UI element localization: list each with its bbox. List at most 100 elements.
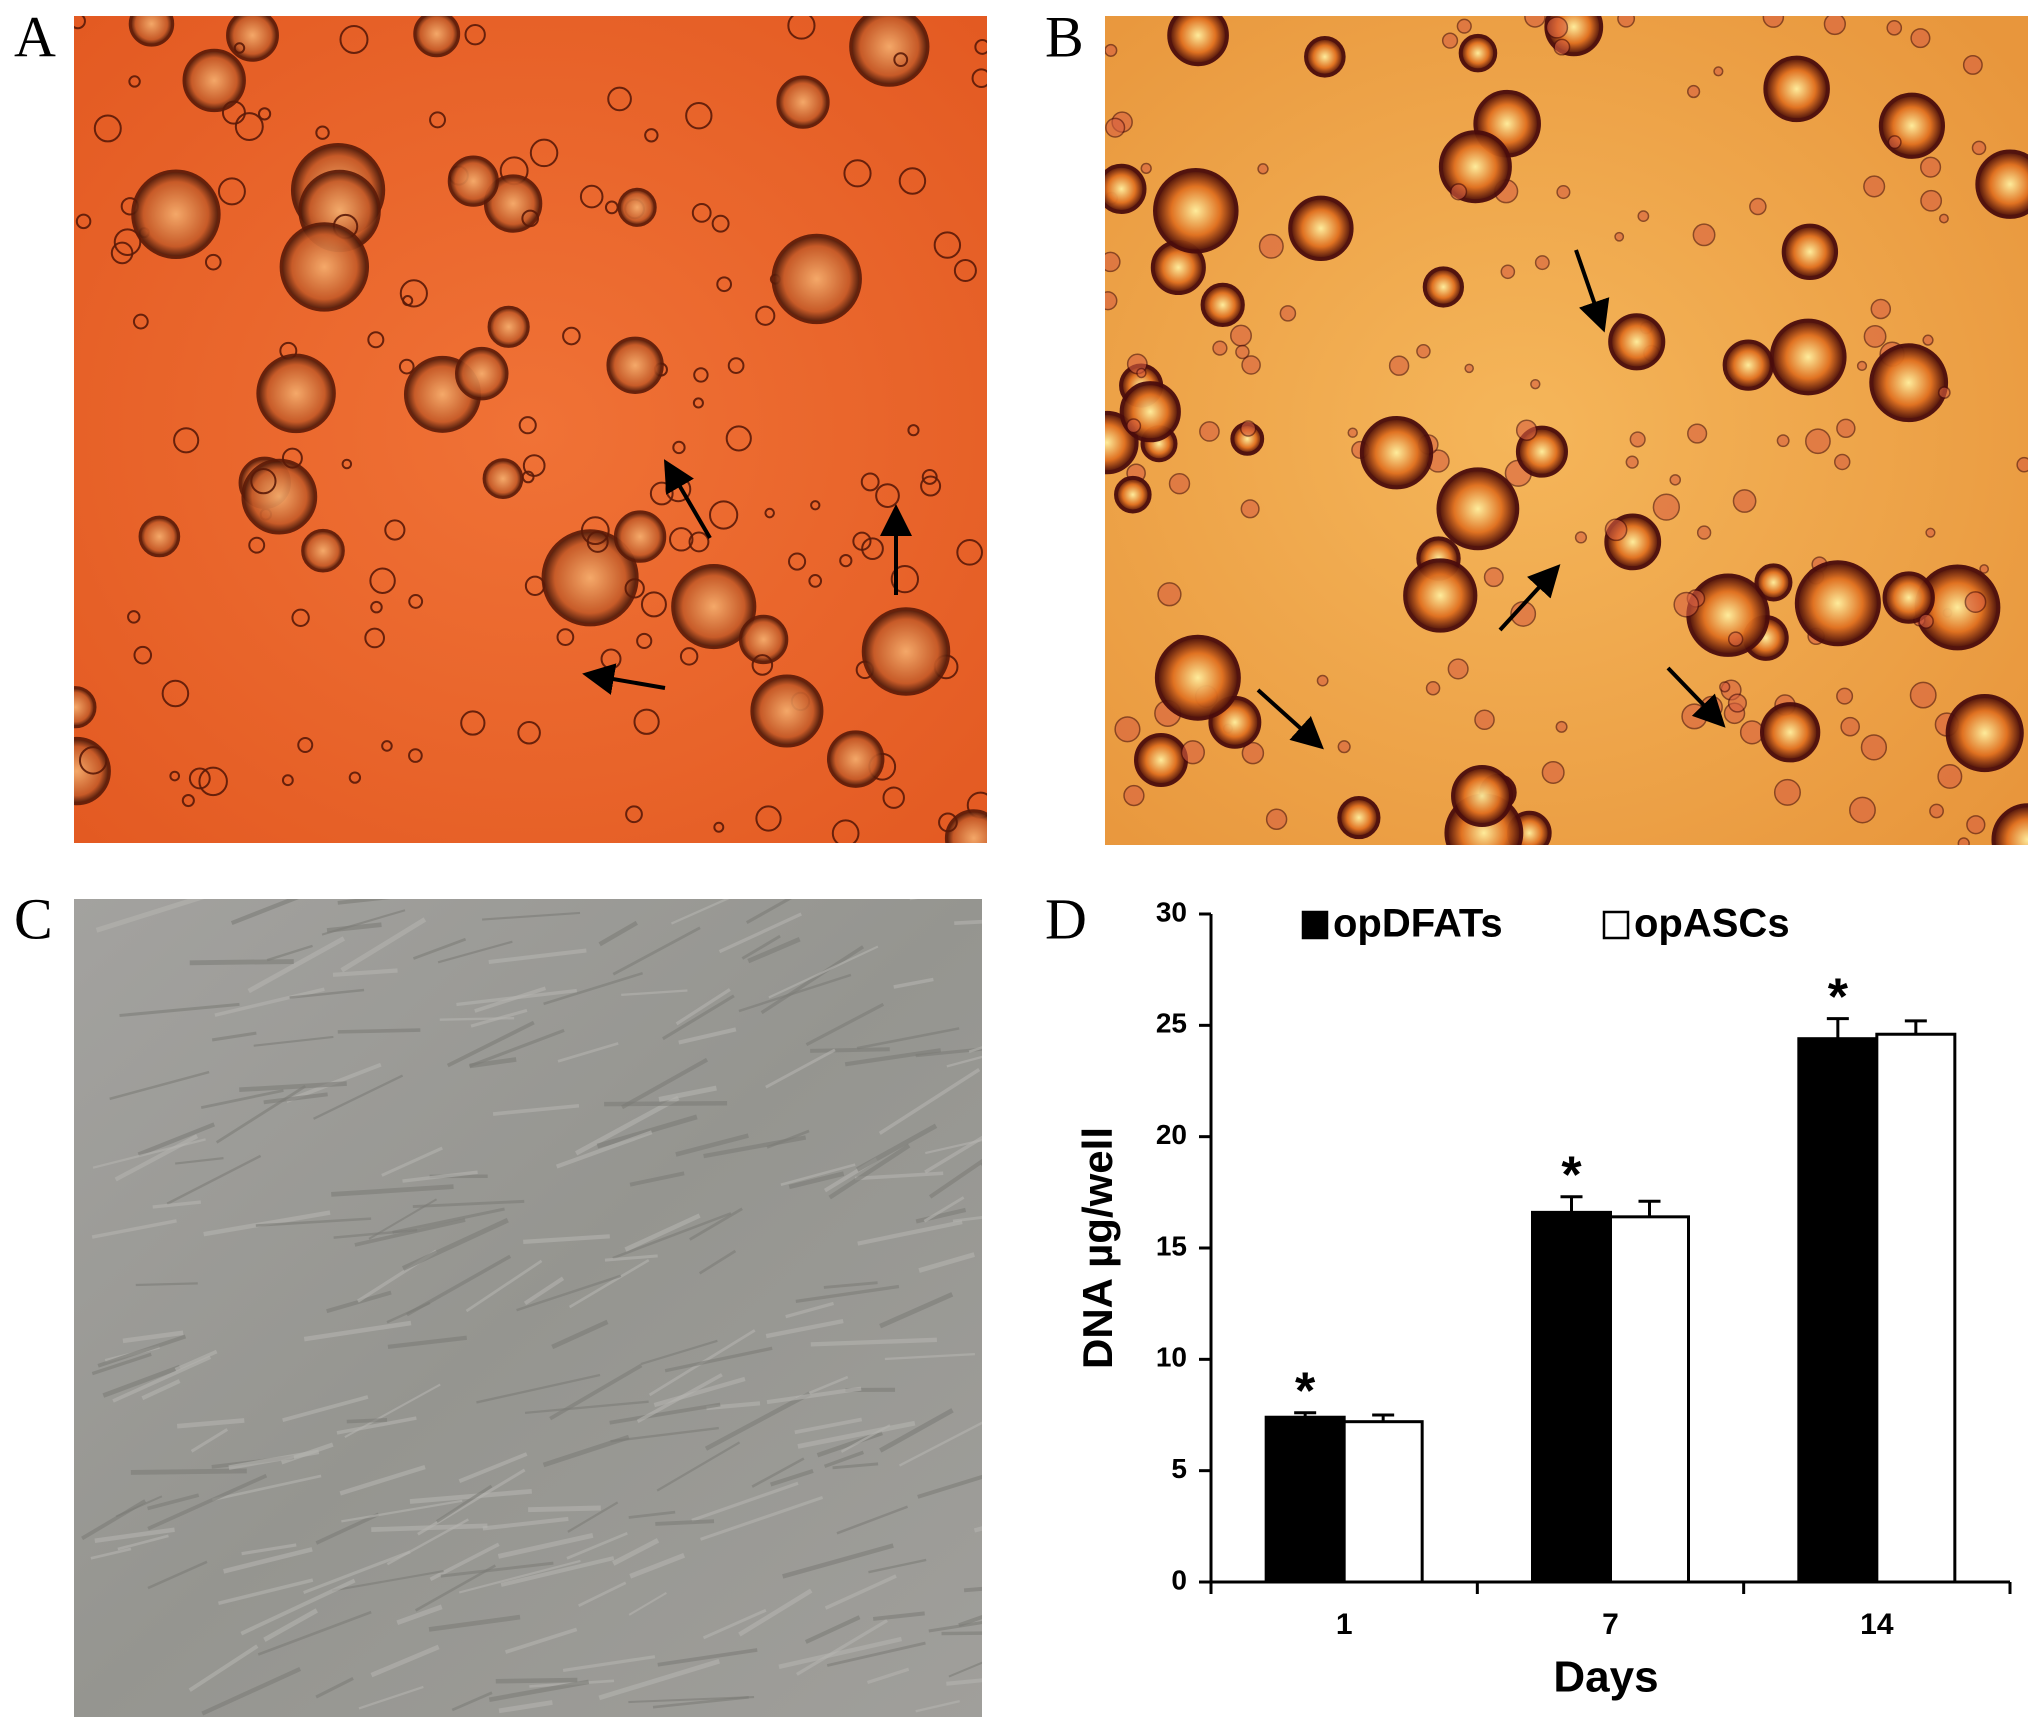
cell xyxy=(923,1196,965,1223)
droplet xyxy=(138,515,181,558)
cell xyxy=(201,1666,302,1716)
cell xyxy=(824,1450,864,1469)
droplet xyxy=(234,112,264,141)
droplet xyxy=(1840,716,1860,737)
y-tick-label: 30 xyxy=(1156,896,1187,927)
cell xyxy=(498,1700,553,1714)
cell xyxy=(653,1376,746,1408)
panel-label: A xyxy=(14,4,56,69)
cell xyxy=(435,1484,493,1523)
droplet xyxy=(1105,291,1118,311)
droplet xyxy=(606,336,664,394)
cell xyxy=(495,1677,578,1684)
droplet xyxy=(1692,223,1716,247)
cell xyxy=(437,940,513,964)
droplet xyxy=(685,102,713,130)
droplet xyxy=(1836,687,1854,705)
cell xyxy=(797,1420,916,1449)
droplet xyxy=(1553,38,1571,56)
significance-mark: * xyxy=(1828,968,1849,1026)
droplet xyxy=(1727,693,1747,713)
cell xyxy=(340,917,427,973)
cell xyxy=(596,1114,698,1149)
droplet xyxy=(1447,658,1469,680)
y-tick-label: 20 xyxy=(1156,1119,1187,1150)
cell xyxy=(147,1493,200,1511)
significance-mark: * xyxy=(1561,1147,1582,1205)
droplet xyxy=(839,553,853,568)
droplet xyxy=(132,313,149,330)
droplet xyxy=(1235,344,1250,360)
cell xyxy=(795,1284,900,1304)
cell xyxy=(704,1391,811,1451)
droplet xyxy=(938,812,958,833)
droplet xyxy=(861,607,951,696)
cell xyxy=(91,1352,152,1376)
droplet xyxy=(974,39,987,55)
bar xyxy=(1797,1037,1879,1584)
cell xyxy=(409,1488,532,1504)
droplet xyxy=(1687,84,1701,99)
cell xyxy=(946,1055,982,1068)
droplet xyxy=(1763,55,1830,123)
droplet xyxy=(709,500,739,530)
cell xyxy=(747,937,801,964)
droplet xyxy=(1937,763,1963,789)
droplet xyxy=(1515,419,1538,441)
cell xyxy=(402,1217,509,1271)
cell xyxy=(392,1207,505,1234)
cell xyxy=(628,1696,755,1704)
droplet xyxy=(315,125,330,140)
droplet xyxy=(1416,344,1431,359)
cell xyxy=(671,899,730,925)
cell xyxy=(655,1519,715,1526)
cell xyxy=(117,1534,169,1551)
cell xyxy=(344,1383,441,1439)
cell xyxy=(551,1319,609,1350)
cell xyxy=(629,1553,686,1579)
droplet xyxy=(607,86,632,112)
droplet xyxy=(113,228,142,256)
droplet xyxy=(1403,558,1478,633)
cell xyxy=(867,1667,910,1685)
cell xyxy=(137,1122,216,1157)
droplet xyxy=(133,645,153,665)
droplet xyxy=(161,679,190,708)
cell xyxy=(578,1581,627,1607)
droplet xyxy=(487,305,530,348)
cell xyxy=(414,1564,497,1612)
cell xyxy=(805,1002,885,1047)
droplet xyxy=(898,167,927,195)
bar xyxy=(1342,1420,1424,1584)
bar xyxy=(1264,1415,1346,1584)
y-axis-label: DNA µg/well xyxy=(1074,1127,1121,1369)
cell xyxy=(190,1428,229,1453)
droplet xyxy=(1180,740,1205,765)
droplet xyxy=(1105,117,1126,138)
droplet xyxy=(625,805,643,824)
cell xyxy=(946,1678,982,1686)
droplet xyxy=(402,295,414,307)
droplet xyxy=(1157,582,1182,607)
cell xyxy=(574,1095,680,1156)
cell xyxy=(810,1337,937,1347)
droplet xyxy=(580,516,610,546)
droplet xyxy=(1962,54,1983,75)
cell xyxy=(458,1452,528,1484)
droplet xyxy=(907,424,920,437)
cell xyxy=(482,1516,569,1531)
droplet xyxy=(93,114,122,143)
bar xyxy=(1875,1032,1957,1584)
cell xyxy=(476,1373,601,1404)
cell xyxy=(147,1560,208,1590)
droplet xyxy=(1964,591,1987,613)
cell xyxy=(629,1171,685,1187)
cell xyxy=(918,1252,975,1273)
droplet xyxy=(1863,175,1886,198)
droplet xyxy=(1732,489,1757,513)
droplet xyxy=(1451,764,1514,828)
droplet xyxy=(1910,28,1931,49)
arrows xyxy=(582,249,1726,750)
droplet xyxy=(849,16,930,87)
droplet xyxy=(1887,135,1902,150)
